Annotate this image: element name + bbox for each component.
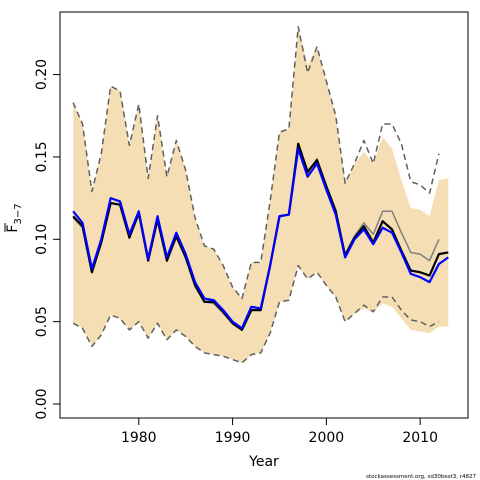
blue-estimate-line: [72, 147, 449, 330]
axes: 1980 1990 2000 2010 0.00 0.05 0.10 0.15 0.20: [34, 11, 469, 446]
y-tick-label-2: 0.10: [34, 224, 50, 255]
plot-area: [72, 26, 449, 364]
y-tick-label-3: 0.15: [34, 141, 50, 172]
y-tick-label-4: 0.20: [34, 59, 50, 90]
y-tick-label-0: 0.00: [34, 388, 50, 419]
confidence-band: [73, 26, 449, 363]
x-tick-label-1990: 1990: [215, 430, 251, 446]
x-tick-label-2000: 2000: [309, 430, 345, 446]
x-axis-title: Year: [248, 454, 279, 470]
x-tick-label-1980: 1980: [121, 430, 157, 446]
credit-text: stockassessment.org, sd30best3, r4827: [366, 474, 476, 480]
plot-frame: [59, 11, 469, 419]
y-tick-label-1: 0.05: [34, 306, 50, 337]
svg-text:F3−7: F3−7: [5, 203, 24, 232]
x-tick-label-2010: 2010: [402, 430, 438, 446]
y-axis-title: F3−7: [4, 203, 24, 233]
y-axis-title-subscript: 3−7: [13, 203, 24, 224]
lower-dashed-line: [72, 264, 440, 364]
upper-dashed-line: [72, 26, 440, 300]
y-axis-title-symbol: F: [5, 225, 21, 233]
